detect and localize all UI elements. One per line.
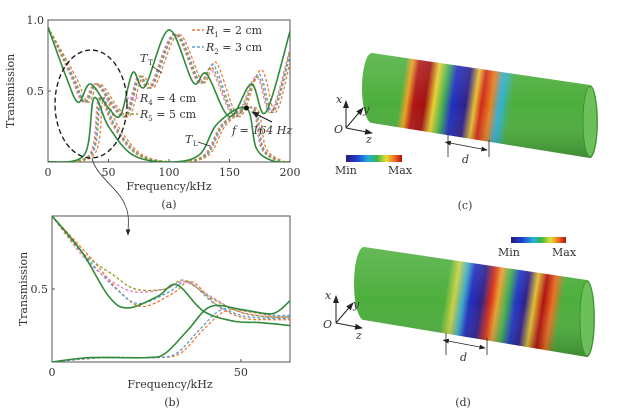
annotation-tt: T T xyxy=(140,52,163,74)
panel-label-b: (b) xyxy=(164,396,180,409)
annotation-tl: T L xyxy=(185,133,211,148)
axis-x-label: x xyxy=(336,93,343,106)
dimension-label-d: d xyxy=(460,351,467,364)
x-tick-label: 50 xyxy=(102,166,116,179)
x-tick-label: 0 xyxy=(45,166,52,179)
y-tick-label: 0.5 xyxy=(27,85,45,98)
axes-triad-c xyxy=(343,100,373,135)
tt-sub: T xyxy=(148,59,153,67)
colorbar-d xyxy=(511,237,566,243)
axis-y-label-d: y xyxy=(352,298,360,311)
x-tick-label: 0 xyxy=(49,366,56,379)
colorbar-c xyxy=(346,155,402,162)
series-r2-t-l xyxy=(48,96,290,162)
series-reference-t-t xyxy=(52,216,290,327)
zoom-arrow xyxy=(91,157,131,236)
origin-label-d: O xyxy=(323,318,332,331)
marker-point xyxy=(243,105,249,111)
x-tick-label: 150 xyxy=(219,166,240,179)
legend-item: R2 = 3 cm xyxy=(192,41,263,56)
tube-d-end xyxy=(579,281,595,356)
series-reference-t-l xyxy=(48,96,290,162)
axes-triad-d xyxy=(333,295,363,330)
origin-label: O xyxy=(334,123,343,136)
colorbar-max-c: Max xyxy=(388,164,413,177)
x-tick-label: 50 xyxy=(234,366,248,379)
tl-label: T xyxy=(185,133,194,146)
annotation-frequency: f = 164 Hz xyxy=(231,105,292,137)
field-map-d: x y z O d Min Max (d) xyxy=(323,237,595,409)
dimension-d xyxy=(442,333,488,355)
x-tick-label: 100 xyxy=(159,166,180,179)
tl-sub: L xyxy=(193,140,198,148)
legend-item: R1 = 2 cm xyxy=(192,24,263,39)
y-tick-label: 0.5 xyxy=(31,283,49,296)
series-r1-t-l xyxy=(52,309,290,362)
panel-label-d: (d) xyxy=(455,396,471,409)
legend-label: R2 = 3 cm xyxy=(205,41,263,56)
chart-a-ylabel: Transmission xyxy=(4,54,17,128)
tt-label: T xyxy=(140,52,149,65)
colorbar-min-c: Min xyxy=(335,164,357,177)
axis-x-label-d: x xyxy=(325,289,332,302)
series-r5-t-l xyxy=(48,96,290,162)
axis-y-label: y xyxy=(362,103,370,116)
series-reference-t-t xyxy=(48,26,290,119)
field-map-c: x y z O d Min Max (c) xyxy=(334,53,598,212)
chart-b-ylabel: Transmission xyxy=(17,252,30,326)
chart-b: 0 50 0.5 Transmission Frequency/kHz (b) xyxy=(17,215,291,409)
tube-c-end xyxy=(582,86,598,157)
colorbar-max-d: Max xyxy=(552,246,577,259)
series-r5-t-t xyxy=(52,216,290,318)
chart-a-ticks: 0 50 100 150 200 0.5 1.0 xyxy=(27,14,301,179)
axis-z-label: z xyxy=(365,133,372,146)
chart-b-series xyxy=(52,216,290,362)
x-tick-label: 200 xyxy=(280,166,301,179)
legend-label: R4 = 4 cm xyxy=(139,92,197,107)
series-r2-t-t xyxy=(52,216,290,320)
legend-label: R1 = 2 cm xyxy=(205,24,263,39)
series-r2-t-l xyxy=(52,307,290,362)
legend-item: R4 = 4 cm xyxy=(126,92,197,107)
chart-b-xlabel: Frequency/kHz xyxy=(127,378,212,391)
panel-label-a: (a) xyxy=(161,198,176,211)
colorbar-min-d: Min xyxy=(498,246,520,259)
legend-label: R5 = 5 cm xyxy=(139,108,197,123)
chart-a: 0 50 100 150 200 0.5 1.0 Transmission Frequenc… xyxy=(4,14,301,236)
zoom-region-ellipse xyxy=(54,49,128,159)
series-r4-t-t xyxy=(48,26,290,118)
axis-z-label-d: z xyxy=(355,329,362,342)
series-r4-t-t xyxy=(52,216,290,318)
y-tick-label: 1.0 xyxy=(27,14,45,27)
dimension-label-c: d xyxy=(462,153,469,166)
frequency-label: f = 164 Hz xyxy=(231,124,292,137)
series-r1-t-t xyxy=(48,26,290,118)
dimension-c xyxy=(444,135,490,157)
chart-b-ticks: 0 50 0.5 xyxy=(31,283,248,379)
chart-a-xlabel: Frequency/kHz xyxy=(126,180,211,193)
chart-a-series xyxy=(48,26,290,162)
series-r1-t-t xyxy=(52,216,290,321)
legend-item: R5 = 5 cm xyxy=(126,108,197,123)
chart-b-frame xyxy=(51,215,291,363)
series-reference-t-l xyxy=(52,300,290,362)
panel-label-c: (c) xyxy=(458,199,473,212)
